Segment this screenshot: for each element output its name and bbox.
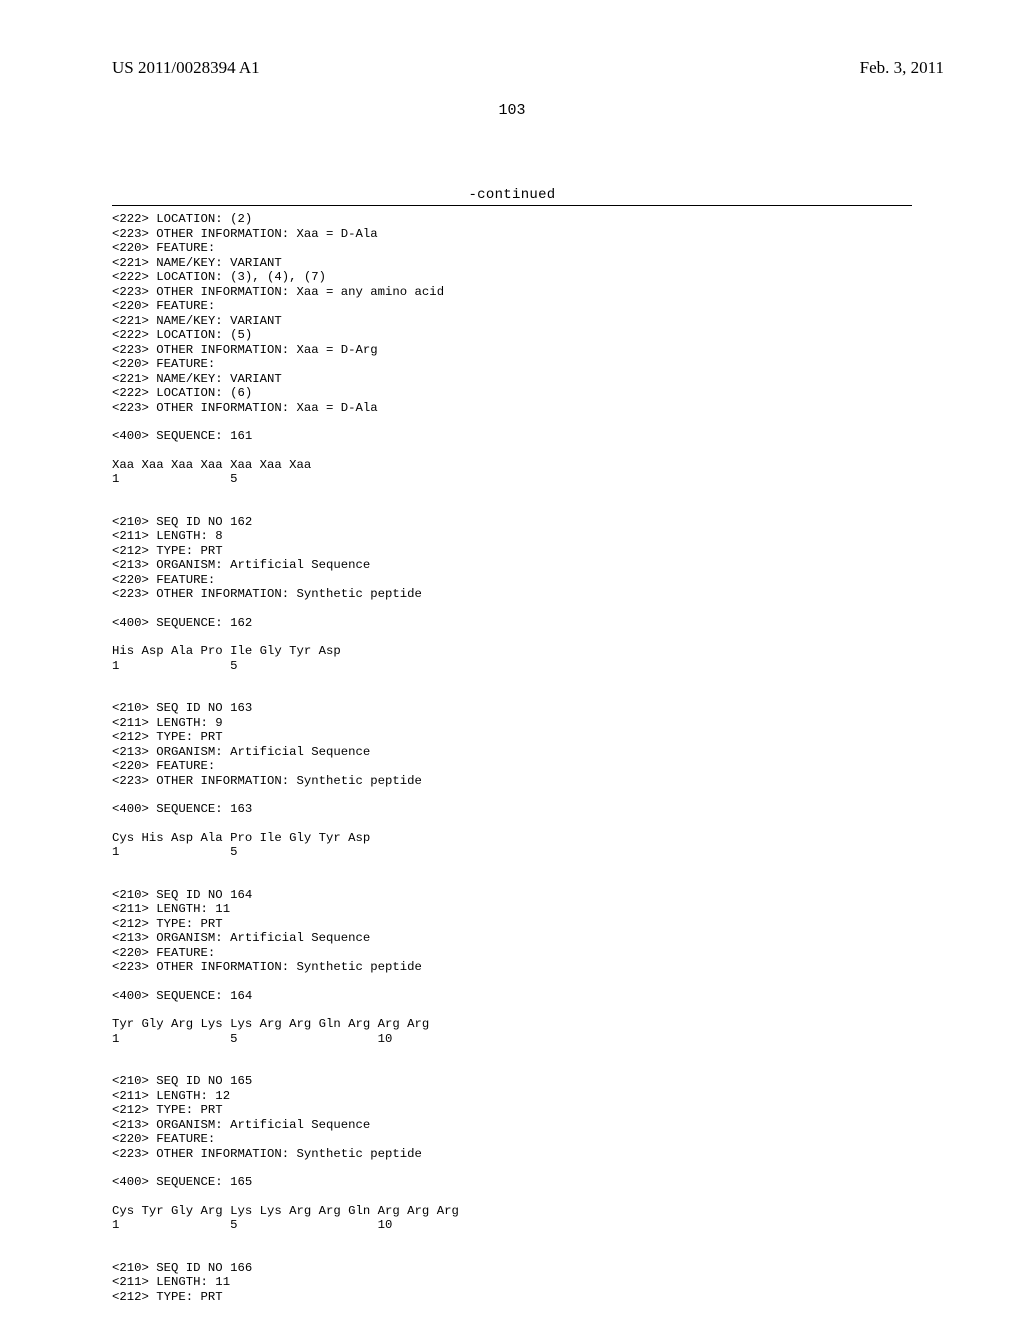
- blank-line: [112, 444, 912, 458]
- blank-line: [112, 975, 912, 989]
- sequence-block: Tyr Gly Arg Lys Lys Arg Arg Gln Arg Arg …: [112, 1017, 912, 1046]
- sequence-block: His Asp Ala Pro Ile Gly Tyr Asp 1 5: [112, 644, 912, 673]
- blank-line: [112, 630, 912, 644]
- continued-label: -continued: [112, 187, 912, 206]
- blank-line: [112, 1161, 912, 1175]
- blank-line: [112, 1046, 912, 1074]
- sequence-block: <210> SEQ ID NO 164 <211> LENGTH: 11 <21…: [112, 888, 912, 975]
- sequence-block: Cys Tyr Gly Arg Lys Lys Arg Arg Gln Arg …: [112, 1204, 912, 1233]
- sequence-block: <210> SEQ ID NO 162 <211> LENGTH: 8 <212…: [112, 515, 912, 602]
- blank-line: [112, 1003, 912, 1017]
- sequence-listing: <222> LOCATION: (2) <223> OTHER INFORMAT…: [112, 212, 912, 1304]
- sequence-block: Cys His Asp Ala Pro Ile Gly Tyr Asp 1 5: [112, 831, 912, 860]
- sequence-block: <400> SEQUENCE: 163: [112, 802, 912, 817]
- sequence-block: <400> SEQUENCE: 164: [112, 989, 912, 1004]
- sequence-block: <210> SEQ ID NO 163 <211> LENGTH: 9 <212…: [112, 701, 912, 788]
- publication-date: Feb. 3, 2011: [860, 58, 944, 78]
- sequence-block: Xaa Xaa Xaa Xaa Xaa Xaa Xaa 1 5: [112, 458, 912, 487]
- blank-line: [112, 817, 912, 831]
- blank-line: [112, 1233, 912, 1261]
- sequence-block: <210> SEQ ID NO 165 <211> LENGTH: 12 <21…: [112, 1074, 912, 1161]
- continued-rule: -continued: [112, 187, 912, 206]
- page-number: 103: [0, 102, 1024, 119]
- sequence-block: <400> SEQUENCE: 165: [112, 1175, 912, 1190]
- sequence-block: <210> SEQ ID NO 166 <211> LENGTH: 11 <21…: [112, 1261, 912, 1305]
- sequence-block: <222> LOCATION: (2) <223> OTHER INFORMAT…: [112, 212, 912, 415]
- page-header: US 2011/0028394 A1 Feb. 3, 2011: [0, 0, 1024, 78]
- blank-line: [112, 788, 912, 802]
- sequence-block: <400> SEQUENCE: 162: [112, 616, 912, 631]
- blank-line: [112, 673, 912, 701]
- blank-line: [112, 487, 912, 515]
- publication-number: US 2011/0028394 A1: [112, 58, 260, 78]
- blank-line: [112, 860, 912, 888]
- blank-line: [112, 602, 912, 616]
- blank-line: [112, 1190, 912, 1204]
- blank-line: [112, 415, 912, 429]
- sequence-block: <400> SEQUENCE: 161: [112, 429, 912, 444]
